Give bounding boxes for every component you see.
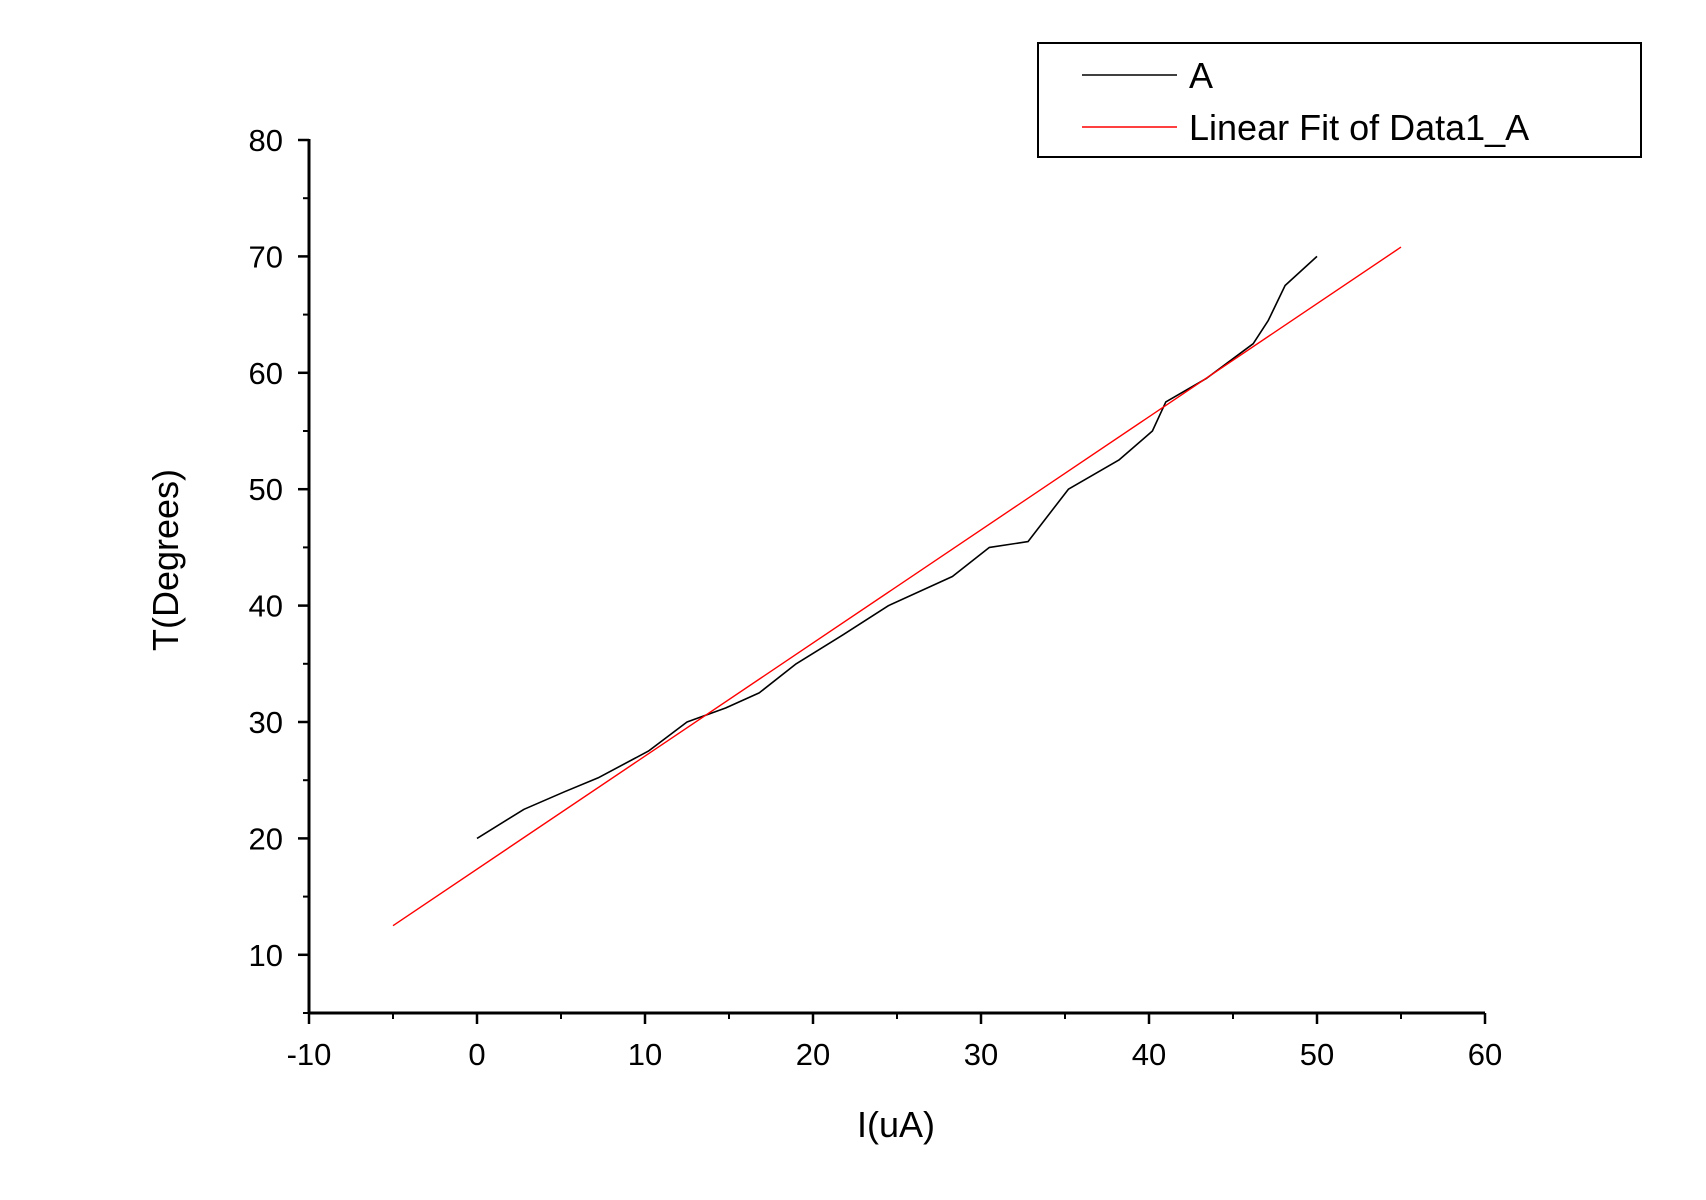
ticks: -10 0 10 20 30 40 50 60 10 20 30 40 50 60 70 80 [249,123,1503,1072]
legend-label-linear-fit: Linear Fit of Data1_A [1189,107,1529,148]
x-tick-label: 30 [964,1037,998,1072]
y-tick-label: 60 [249,356,283,391]
y-tick-label: 70 [249,239,283,274]
legend: A Linear Fit of Data1_A [1037,42,1642,158]
x-axis-title: I(uA) [857,1104,935,1145]
y-tick-label: 40 [249,589,283,624]
y-tick-label: 80 [249,123,283,158]
y-tick-label: 30 [249,705,283,740]
series [392,246,1402,927]
x-tick-label: 60 [1468,1037,1502,1072]
x-tick-label: 10 [628,1037,662,1072]
y-tick-label: 10 [249,938,283,973]
x-tick-label: -10 [287,1037,332,1072]
legend-label-a: A [1189,55,1213,96]
x-tick-label: 50 [1300,1037,1334,1072]
y-tick-label: 50 [249,472,283,507]
x-tick-label: 20 [796,1037,830,1072]
series-line-a [476,255,1318,840]
y-tick-label: 20 [249,821,283,856]
x-tick-label: 0 [468,1037,485,1072]
series-line-linear-fit [392,246,1402,927]
legend-box [1037,42,1642,158]
y-axis-title: T(Degrees) [145,469,186,651]
x-tick-label: 40 [1132,1037,1166,1072]
axes [307,139,1485,1015]
